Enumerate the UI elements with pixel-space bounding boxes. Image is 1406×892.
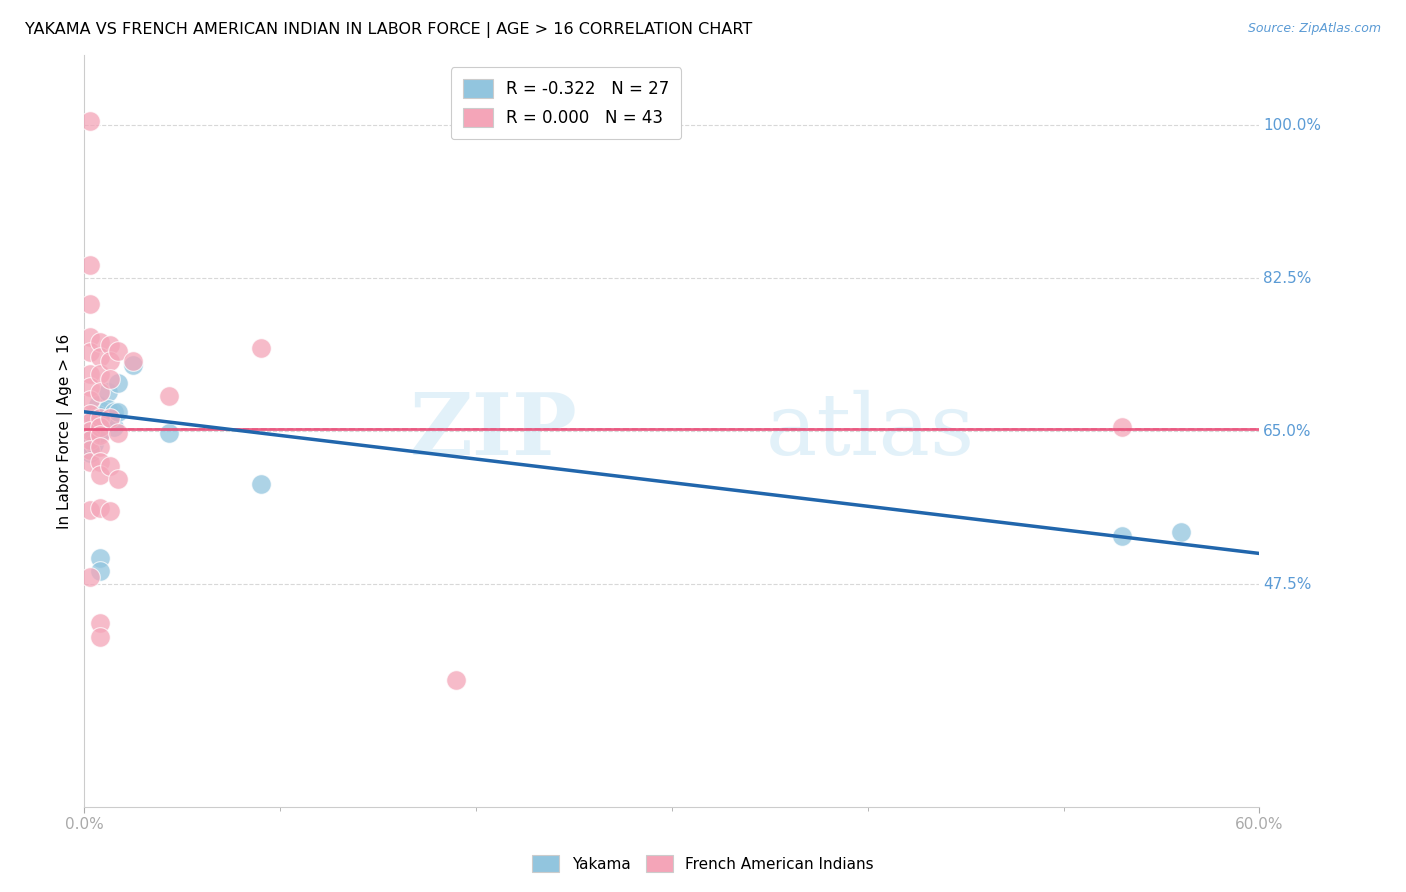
Point [157,425,180,440]
Point [249,341,271,355]
Point [97,384,120,399]
Point [79,258,101,272]
Point [89,368,111,382]
Point [83,437,105,451]
Point [83,407,105,421]
Point [87,409,110,423]
Point [87,398,110,412]
Point [79,407,101,421]
Point [79,424,101,438]
Point [98,354,121,368]
Text: Source: ZipAtlas.com: Source: ZipAtlas.com [1247,22,1381,36]
Point [89,467,111,482]
Point [103,419,125,434]
Point [79,419,101,434]
Point [107,376,129,390]
Point [98,458,121,473]
Point [122,359,145,373]
Point [79,113,101,128]
Point [79,437,101,451]
Point [89,630,111,644]
Point [107,425,129,440]
Text: 100.0%: 100.0% [1263,118,1322,133]
Point [98,338,121,352]
Point [89,425,111,440]
Point [249,476,271,491]
Legend: R = -0.322   N = 27, R = 0.000   N = 43: R = -0.322 N = 27, R = 0.000 N = 43 [451,67,681,139]
Text: 82.5%: 82.5% [1263,270,1312,285]
Point [89,419,111,434]
Point [98,411,121,425]
Point [107,405,129,419]
Point [157,389,180,403]
Text: ZIP: ZIP [411,389,578,473]
Point [79,345,101,359]
Point [98,371,121,385]
Point [89,428,111,442]
Point [89,384,111,399]
Y-axis label: In Labor Force | Age > 16: In Labor Force | Age > 16 [58,334,73,529]
Point [89,350,111,364]
Text: YAKAMA VS FRENCH AMERICAN INDIAN IN LABOR FORCE | AGE > 16 CORRELATION CHART: YAKAMA VS FRENCH AMERICAN INDIAN IN LABO… [25,22,752,38]
Point [89,334,111,349]
Point [89,415,111,429]
Point [79,502,101,516]
Point [1111,419,1133,434]
Point [1170,524,1192,539]
Point [79,428,101,442]
Point [79,570,101,584]
Point [79,297,101,311]
Point [79,329,101,343]
Point [79,415,101,429]
Point [79,446,101,460]
Point [97,402,120,417]
Point [97,415,120,429]
Point [79,443,101,458]
Point [79,368,101,382]
Point [79,380,101,394]
Point [89,501,111,516]
Point [79,433,101,447]
Point [122,354,145,368]
Point [87,417,110,431]
Point [89,616,111,631]
Point [83,415,105,429]
Point [107,343,129,358]
Point [79,393,101,408]
Point [98,504,121,518]
Point [79,455,101,469]
Point [89,564,111,578]
Point [83,425,105,440]
Text: 65.0%: 65.0% [1263,424,1312,439]
Point [89,440,111,454]
Point [1111,529,1133,543]
Legend: Yakama, French American Indians: Yakama, French American Indians [524,847,882,880]
Point [89,550,111,565]
Point [103,405,125,419]
Point [107,472,129,486]
Point [446,673,468,688]
Text: 47.5%: 47.5% [1263,576,1312,591]
Point [89,455,111,469]
Point [89,411,111,425]
Text: atlas: atlas [766,390,974,473]
